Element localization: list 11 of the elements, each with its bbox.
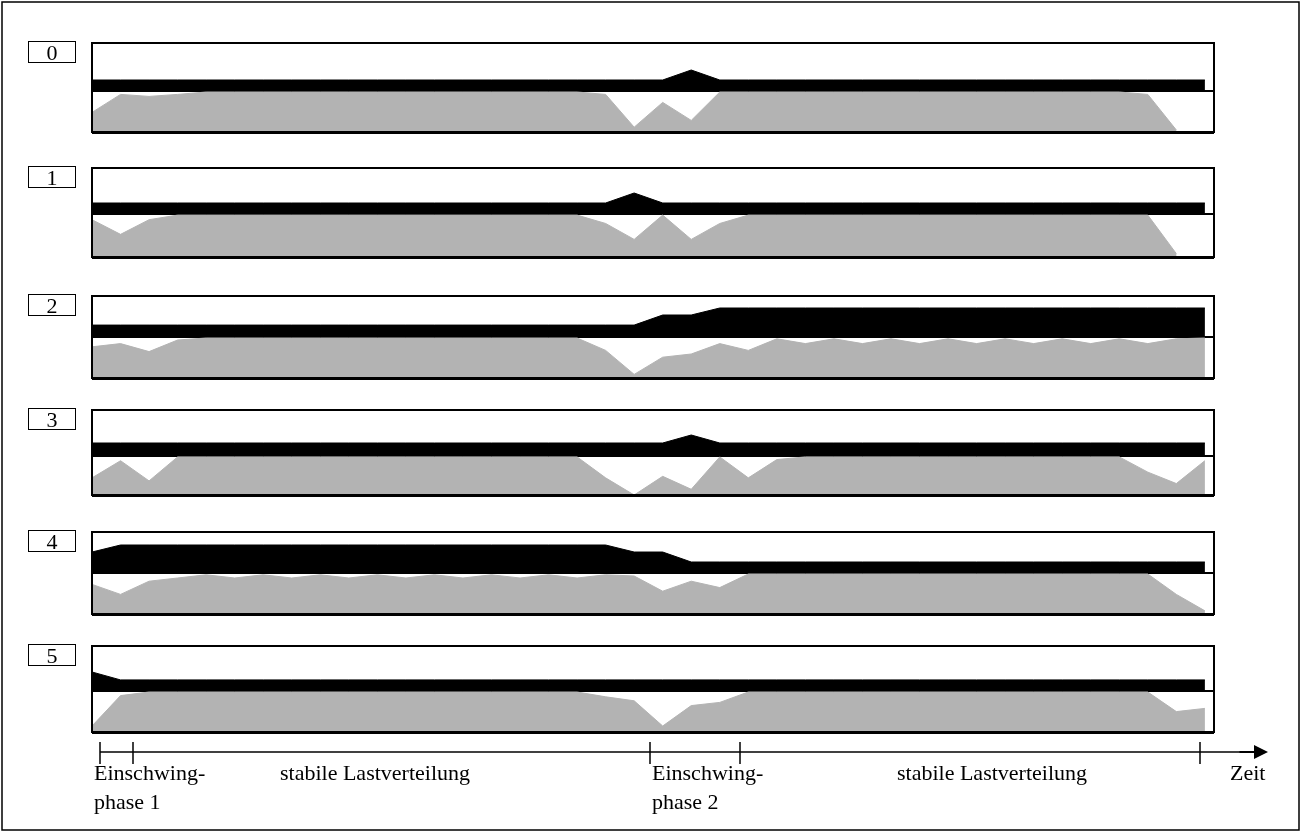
text: Zeit: [1230, 760, 1266, 785]
chart-title: 4: [46, 528, 58, 554]
chart-title: 1: [46, 164, 58, 190]
text: stabile Lastverteilung: [280, 760, 470, 785]
chart-title: 3: [46, 406, 58, 432]
chart-title: 5: [46, 642, 58, 668]
text: Einschwing- phase 2: [652, 760, 764, 814]
text: stabile Lastverteilung: [897, 760, 1087, 785]
chart-title: 0: [46, 39, 58, 65]
text: Einschwing- phase 1: [94, 760, 206, 814]
chart-title: 2: [46, 292, 58, 318]
